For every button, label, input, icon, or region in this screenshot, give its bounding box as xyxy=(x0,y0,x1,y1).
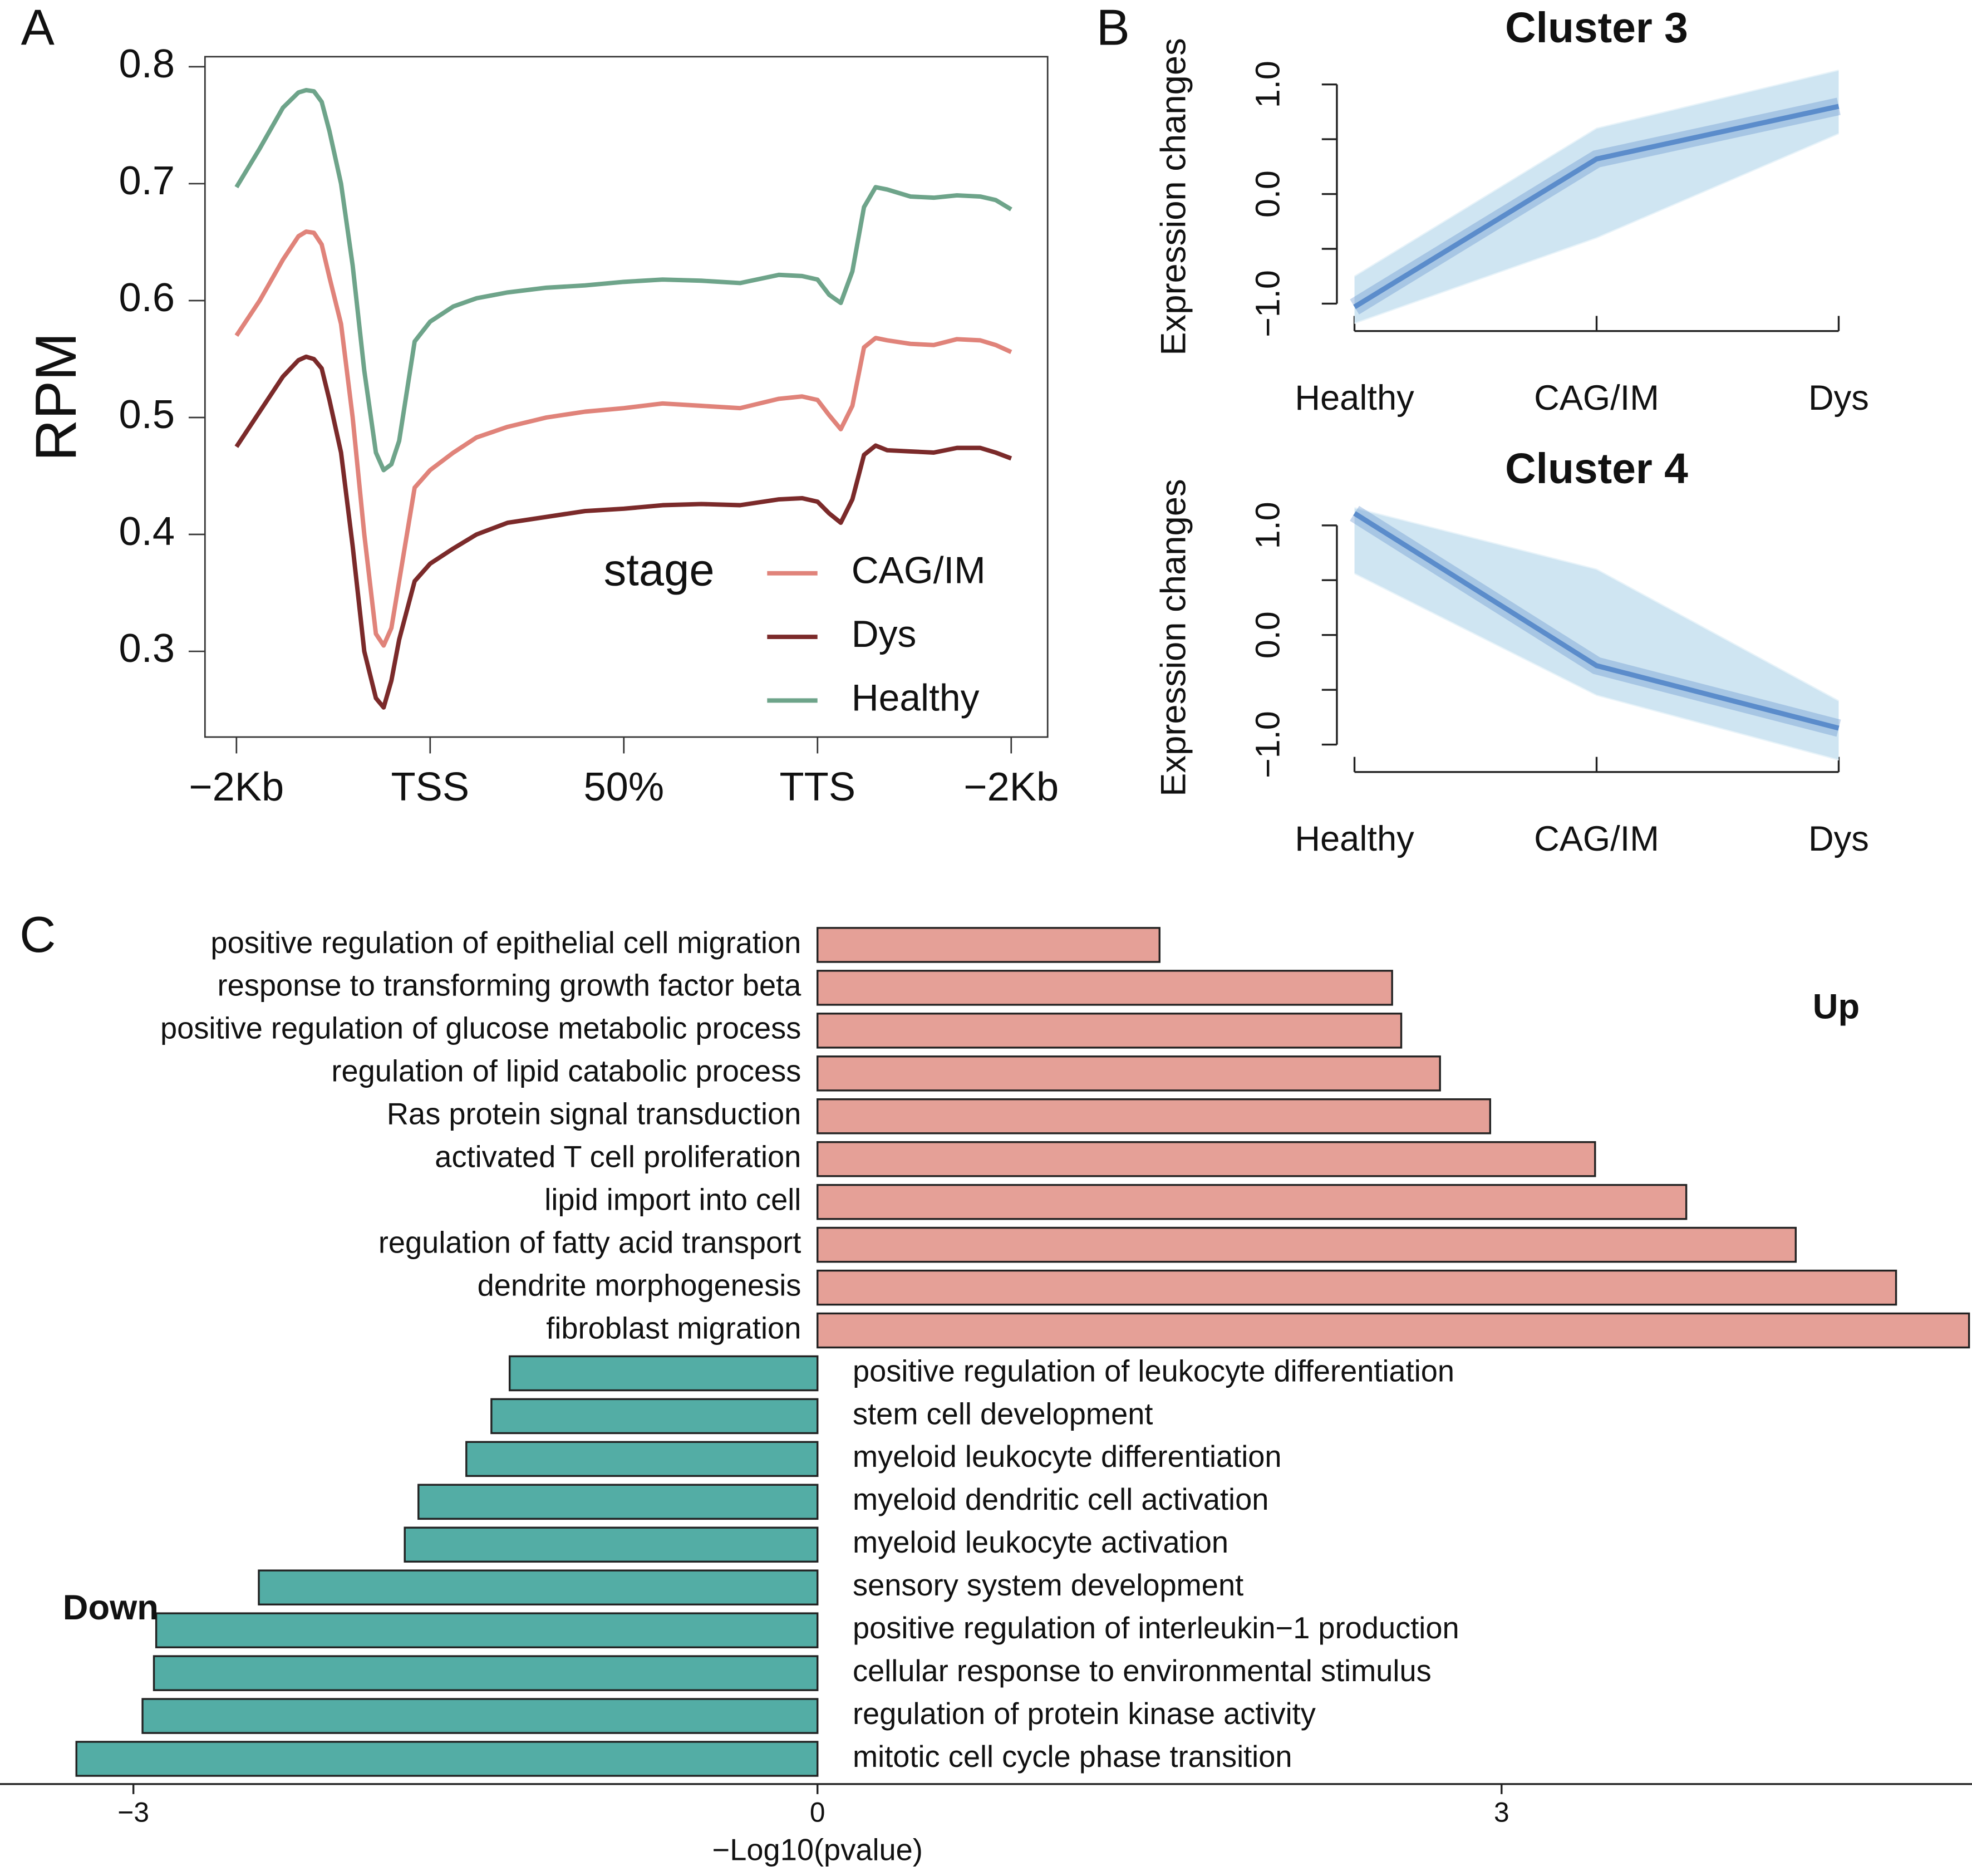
x-tick-label: CAG/IM xyxy=(1534,819,1659,858)
x-tick-label: 50% xyxy=(583,764,664,809)
x-tick-label: −3 xyxy=(117,1796,149,1828)
x-tick-label: 3 xyxy=(1494,1796,1509,1828)
bar xyxy=(817,1141,1596,1177)
bar xyxy=(153,1655,819,1691)
data-line xyxy=(234,354,1012,710)
band-upper xyxy=(1354,69,1839,277)
bar xyxy=(817,970,1393,1006)
band-lower xyxy=(1354,573,1839,761)
x-tick-label: Healthy xyxy=(1295,819,1414,858)
bar-label: fibroblast migration xyxy=(546,1311,801,1345)
bar-label: dendrite morphogenesis xyxy=(478,1268,801,1302)
y-tick-label: 0.3 xyxy=(119,626,175,671)
bar xyxy=(817,1098,1492,1135)
bar-label: myeloid dendritic cell activation xyxy=(853,1482,1268,1516)
y-tick-label: 0.7 xyxy=(119,158,175,203)
bar xyxy=(465,1441,819,1477)
x-tick-label: Dys xyxy=(1808,819,1869,858)
bar xyxy=(817,1269,1897,1306)
bar xyxy=(817,927,1160,963)
bar xyxy=(417,1484,819,1520)
bar xyxy=(817,1013,1403,1049)
bar-label: regulation of fatty acid transport xyxy=(378,1225,801,1259)
series-label: Up xyxy=(1813,988,1860,1027)
bar xyxy=(75,1741,819,1777)
legend-label: CAG/IM xyxy=(852,550,986,592)
bar xyxy=(141,1698,819,1734)
band xyxy=(1354,70,1839,323)
bar xyxy=(258,1569,819,1605)
legend-label: Dys xyxy=(852,613,917,655)
x-tick-label: Healthy xyxy=(1295,379,1414,418)
y-tick-label: 0.0 xyxy=(1248,611,1286,659)
plot-frame xyxy=(204,56,1049,738)
band xyxy=(1354,508,1839,760)
legend-label: Healthy xyxy=(852,677,980,719)
bar xyxy=(817,1183,1688,1220)
x-tick-label: TSS xyxy=(391,764,470,809)
y-tick-label: −1.0 xyxy=(1248,711,1286,778)
mean-line xyxy=(1353,104,1840,310)
mean-line xyxy=(1353,511,1840,731)
y-tick-label: 0.8 xyxy=(119,41,175,86)
x-tick-label: Dys xyxy=(1808,379,1869,418)
bar-label: activated T cell proliferation xyxy=(435,1140,801,1174)
bar-label: regulation of protein kinase activity xyxy=(853,1697,1316,1731)
x-tick-label: CAG/IM xyxy=(1534,379,1659,418)
y-tick-label: 0.0 xyxy=(1248,170,1286,218)
bar-label: positive regulation of epithelial cell m… xyxy=(210,926,801,960)
bar xyxy=(817,1055,1441,1092)
bar-label: mitotic cell cycle phase transition xyxy=(853,1740,1292,1774)
x-tick-label: TTS xyxy=(780,764,856,809)
bar-label: myeloid leukocyte activation xyxy=(853,1525,1228,1559)
bar xyxy=(490,1398,819,1435)
y-tick-label: 1.0 xyxy=(1248,61,1286,108)
bar-label: positive regulation of glucose metabolic… xyxy=(160,1011,801,1045)
y-axis-label: RPM xyxy=(24,332,88,461)
bar-label: stem cell development xyxy=(853,1397,1153,1431)
band-lower xyxy=(1354,133,1839,324)
x-axis-label: −Log10(pvalue) xyxy=(712,1833,923,1867)
data-line xyxy=(234,229,1012,648)
band-upper xyxy=(1354,507,1840,701)
bar-label: cellular response to environmental stimu… xyxy=(853,1654,1432,1688)
bar xyxy=(817,1312,1970,1349)
y-tick-label: −1.0 xyxy=(1248,270,1286,337)
bar-label: sensory system development xyxy=(853,1568,1243,1602)
x-tick-label: 0 xyxy=(810,1796,825,1828)
y-tick-label: 1.0 xyxy=(1248,502,1286,549)
y-tick-label: 0.4 xyxy=(119,509,175,554)
bar xyxy=(155,1612,819,1648)
bar-label: myeloid leukocyte differentiation xyxy=(853,1440,1282,1474)
panel-label: A xyxy=(21,0,55,56)
legend-title: stage xyxy=(604,544,715,595)
y-axis-label: Expression changes xyxy=(1154,479,1193,796)
x-tick-label: −2Kb xyxy=(963,764,1059,809)
panel-label: B xyxy=(1096,0,1130,56)
x-tick-label: −2Kb xyxy=(189,764,284,809)
panel-label: C xyxy=(19,907,56,963)
data-line xyxy=(234,87,1012,473)
y-tick-label: 0.5 xyxy=(119,392,175,437)
bar-label: regulation of lipid catabolic process xyxy=(331,1054,801,1088)
y-tick-label: 0.6 xyxy=(119,275,175,320)
series-label: Down xyxy=(63,1588,159,1627)
chart-title: Cluster 3 xyxy=(1505,4,1688,52)
bar-label: Ras protein signal transduction xyxy=(387,1097,801,1131)
y-axis-label: Expression changes xyxy=(1154,38,1193,355)
bar xyxy=(404,1526,819,1563)
bar xyxy=(817,1226,1797,1263)
bar-label: response to transforming growth factor b… xyxy=(218,969,802,1003)
chart-title: Cluster 4 xyxy=(1505,445,1688,493)
bar-label: lipid import into cell xyxy=(544,1182,801,1216)
bar-label: positive regulation of interleukin−1 pro… xyxy=(853,1611,1459,1645)
bar-label: positive regulation of leukocyte differe… xyxy=(853,1354,1454,1388)
bar xyxy=(508,1355,819,1392)
